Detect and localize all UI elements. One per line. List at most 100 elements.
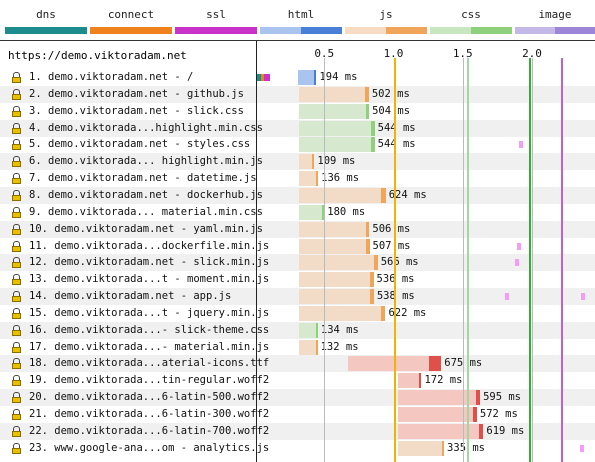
event-marker-line (561, 58, 564, 462)
request-bar[interactable] (299, 289, 374, 305)
legend-swatch (260, 27, 342, 34)
request-bar[interactable] (299, 221, 370, 237)
request-bar[interactable] (299, 86, 369, 102)
download-segment (312, 154, 315, 170)
request-row[interactable]: 22. demo.viktorada...6-latin-700.woff2 61… (0, 422, 595, 440)
request-row[interactable]: 14. demo.viktoradam.net - app.js 538 ms (0, 288, 595, 306)
request-row[interactable]: 2. demo.viktoradam.net - github.js 502 ms (0, 85, 595, 103)
download-segment (370, 289, 374, 305)
request-bar[interactable] (397, 440, 445, 456)
lock-icon (12, 341, 21, 353)
request-bar[interactable] (299, 137, 375, 153)
timeline: 0.5 1.0 1.5 2.0 (257, 40, 595, 462)
event-marker-line (393, 58, 396, 462)
request-url: 21. demo.viktorada...6-latin-300.woff2 (29, 408, 270, 420)
request-bar[interactable] (299, 120, 375, 136)
download-segment (472, 407, 477, 422)
request-row[interactable]: 15. demo.viktorada...t - jquery.min.js 62… (0, 305, 595, 322)
request-row[interactable]: 13. demo.viktorada...t - moment.min.js 53… (0, 271, 595, 288)
request-bar[interactable] (299, 305, 386, 321)
scale-label: 1.5 (452, 47, 473, 60)
request-row[interactable]: 23. www.google-ana...om - analytics.js 33… (0, 440, 595, 457)
request-bar[interactable] (299, 204, 325, 220)
legend-label: connect (107, 8, 155, 21)
duration-label: 622 ms (388, 306, 427, 319)
connection-phase-bar (261, 74, 264, 81)
connection-phase-bar (256, 74, 261, 81)
request-bar[interactable] (299, 171, 319, 187)
scale-label: 1.0 (383, 47, 404, 60)
request-bar[interactable] (397, 373, 422, 389)
request-row[interactable]: 7. demo.viktoradam.net - datetime.js 136 … (0, 170, 595, 187)
activity-marker (580, 444, 584, 452)
request-bar[interactable] (299, 255, 378, 271)
lock-icon (12, 274, 21, 286)
request-url: 19. demo.viktorada...tin-regular.woff2 (29, 374, 270, 387)
duration-label: 538 ms (376, 290, 415, 303)
request-bar[interactable] (299, 339, 318, 355)
duration-label: 544 ms (377, 121, 416, 134)
request-bar[interactable] (299, 272, 374, 288)
request-row[interactable]: 19. demo.viktorada...tin-regular.woff2 17… (0, 372, 595, 389)
request-url: 9. demo.viktorada... material.min.css (29, 205, 263, 218)
download-segment (479, 423, 484, 439)
request-url: 1. demo.viktoradam.net - / (29, 71, 194, 83)
download-segment (314, 70, 317, 85)
lock-icon (12, 291, 21, 303)
download-segment (370, 120, 375, 136)
request-bar[interactable] (397, 407, 477, 422)
request-bar[interactable] (397, 390, 481, 406)
duration-label: 544 ms (377, 138, 416, 151)
request-url: 2. demo.viktoradam.net - github.js (29, 87, 244, 100)
request-bar[interactable] (299, 322, 318, 338)
lock-icon (12, 72, 21, 83)
lock-icon (12, 189, 21, 201)
request-row[interactable]: 5. demo.viktoradam.net - styles.css 544 m… (0, 136, 595, 153)
request-row[interactable]: 11. demo.viktorada...dockerfile.min.js 50… (0, 238, 595, 255)
duration-label: 180 ms (327, 205, 366, 218)
request-row[interactable]: 10. demo.viktoradam.net - yaml.min.js 506… (0, 220, 595, 238)
request-bar[interactable] (397, 423, 484, 439)
request-row[interactable]: 21. demo.viktorada...6-latin-300.woff2 57… (0, 406, 595, 423)
request-bar[interactable] (299, 187, 386, 203)
request-row[interactable]: 16. demo.viktorada...- slick-theme.css 13… (0, 321, 595, 339)
request-row[interactable]: 1. demo.viktoradam.net - / 194 ms (0, 69, 595, 86)
duration-label: 572 ms (479, 408, 518, 420)
request-row[interactable]: 20. demo.viktorada...6-latin-500.woff2 59… (0, 389, 595, 407)
legend-swatch (515, 27, 595, 34)
waterfall-chart: 1. demo.viktoradam.net - / 194 ms 2. demo.… (0, 40, 595, 462)
request-row[interactable]: 17. demo.viktorada...- material.min.js 13… (0, 339, 595, 356)
legend-label: image (538, 8, 572, 21)
lock-icon (12, 223, 21, 235)
download-segment (316, 171, 319, 187)
duration-label: 566 ms (380, 256, 419, 269)
request-row[interactable]: 9. demo.viktorada... material.min.css 180… (0, 204, 595, 221)
event-marker-line (466, 58, 469, 462)
legend-label: css (461, 8, 481, 21)
activity-marker (581, 293, 585, 301)
request-row[interactable]: 8. demo.viktoradam.net - dockerhub.js 624… (0, 186, 595, 204)
download-segment (373, 255, 378, 271)
legend-item-connect: connect (90, 0, 172, 38)
request-bar[interactable] (297, 70, 317, 85)
request-bar[interactable] (299, 154, 315, 170)
download-segment (366, 238, 370, 254)
activity-marker (517, 242, 521, 250)
lock-icon (12, 409, 21, 420)
duration-label: 172 ms (424, 374, 463, 387)
duration-label: 619 ms (486, 424, 525, 437)
request-bar[interactable] (299, 238, 370, 254)
request-row[interactable]: 4. demo.viktorada...highlight.min.css 544… (0, 119, 595, 137)
request-url: 17. demo.viktorada...- material.min.js (29, 340, 270, 353)
legend-item-css: css (430, 0, 512, 38)
request-url: 12. demo.viktoradam.net - slick.min.js (29, 256, 270, 269)
lock-icon (12, 442, 21, 454)
lock-icon (12, 375, 21, 387)
lock-icon (12, 139, 21, 151)
request-bar[interactable] (299, 103, 370, 119)
request-row[interactable]: 6. demo.viktorada... highlight.min.js 109… (0, 153, 595, 171)
request-row[interactable]: 3. demo.viktoradam.net - slick.css 504 ms (0, 103, 595, 120)
request-row[interactable]: 12. demo.viktoradam.net - slick.min.js 56… (0, 254, 595, 272)
duration-label: 504 ms (372, 104, 411, 117)
lock-icon (12, 240, 21, 252)
